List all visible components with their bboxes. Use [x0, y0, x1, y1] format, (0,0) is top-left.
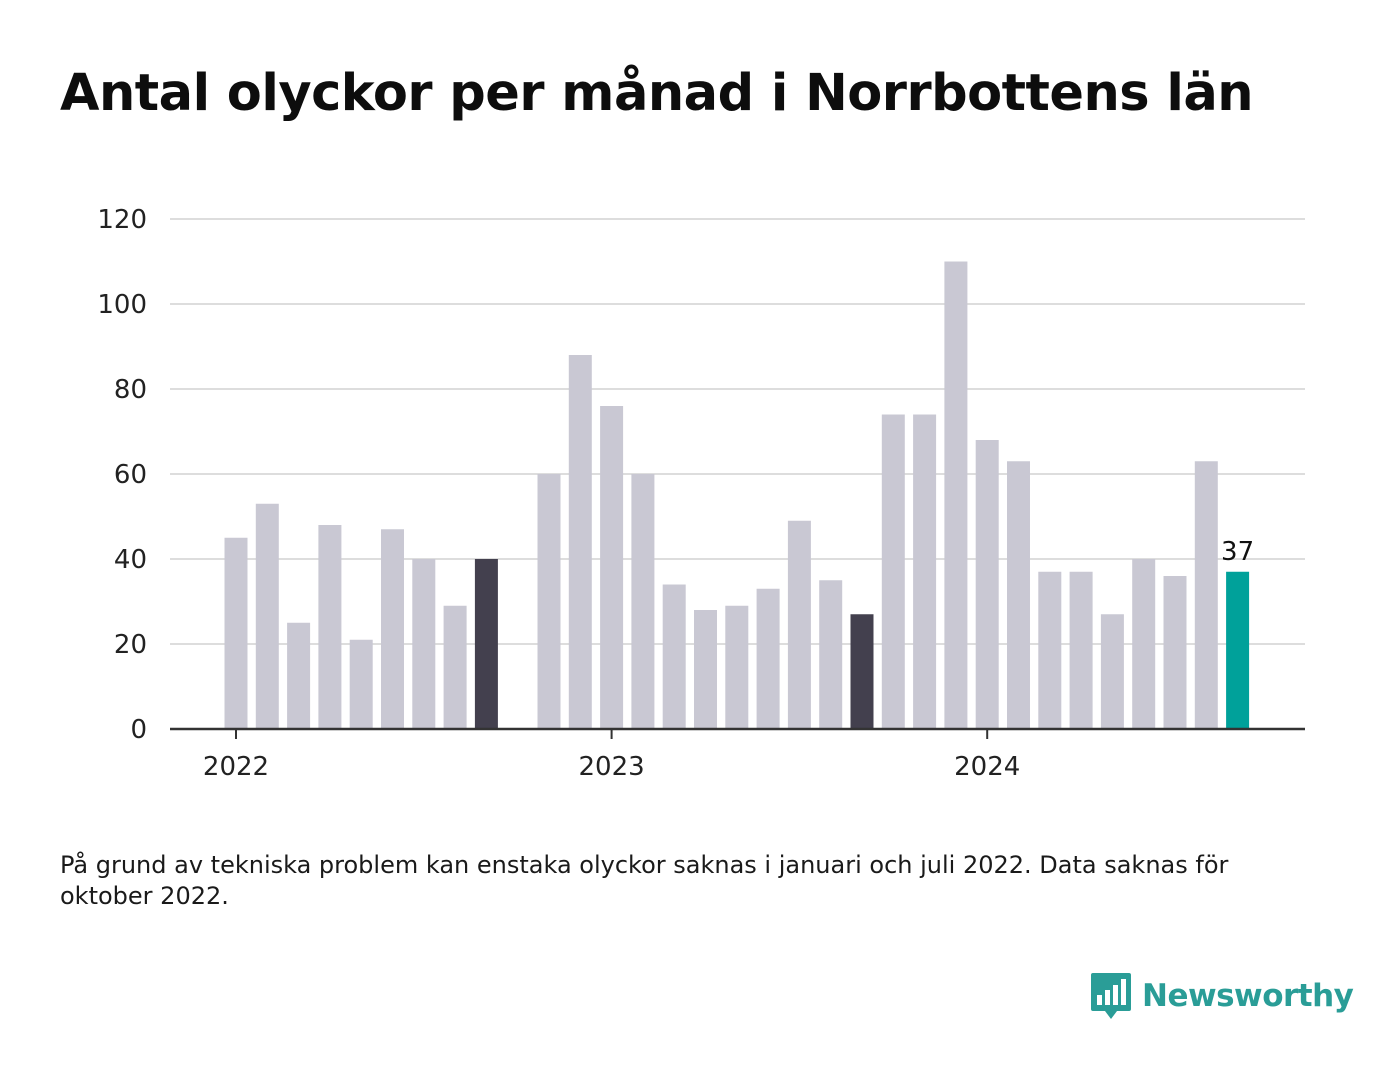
bars [224, 261, 1250, 729]
brand-name: Newsworthy [1142, 978, 1354, 1014]
bar-2023-03 [662, 584, 686, 729]
data-label: 37 [1221, 537, 1254, 567]
y-tick-label: 0 [130, 715, 147, 745]
x-tick-label: 2024 [954, 752, 1020, 782]
bar-2022-09 [474, 559, 498, 729]
bar-2024-06 [1132, 559, 1156, 729]
bar-2024-03 [1038, 571, 1062, 729]
bar-2022-06 [381, 529, 404, 729]
bar-2022-04 [318, 525, 342, 729]
chart-title: Antal olyckor per månad i Norrbottens lä… [60, 64, 1254, 123]
bar-2023-07 [787, 520, 811, 729]
y-tick-label: 20 [114, 630, 147, 660]
y-tick-label: 120 [97, 205, 147, 235]
bar-2023-10 [881, 414, 905, 729]
y-tick-label: 80 [114, 375, 147, 405]
bar-2023-06 [756, 588, 780, 729]
bar-2024-08 [1194, 461, 1218, 729]
bar-2022-05 [349, 639, 373, 729]
bar-2023-02 [631, 474, 655, 729]
bar-2024-07 [1163, 576, 1187, 729]
bar-2023-04 [694, 610, 717, 729]
bar-2022-07 [412, 559, 436, 729]
x-tick-label: 2022 [203, 752, 269, 782]
bar-2022-02 [255, 503, 279, 729]
bar-2023-12 [944, 261, 968, 729]
y-tick-label: 100 [97, 290, 147, 320]
bar-chart: 0 20 40 60 80 100 120 2022 2023 2024 37 [97, 205, 1305, 782]
bar-2024-09 [1226, 571, 1250, 729]
y-tick-label: 60 [114, 460, 147, 490]
brand-logo: Newsworthy [1090, 970, 1354, 1022]
bar-2024-04 [1069, 571, 1093, 729]
bar-2022-08 [443, 605, 467, 729]
bar-2022-11 [537, 474, 561, 729]
bar-chart-speech-bubble-icon [1091, 973, 1131, 1019]
x-axis: 2022 2023 2024 [170, 727, 1305, 782]
bar-2023-01 [600, 406, 624, 729]
bar-2023-09 [850, 614, 874, 729]
x-tick-label: 2023 [579, 752, 645, 782]
y-tick-label: 40 [114, 545, 147, 575]
data-labels: 37 [1221, 537, 1254, 567]
bar-2024-02 [1007, 461, 1030, 729]
bar-2022-03 [287, 622, 311, 729]
bar-2023-11 [913, 414, 937, 729]
bar-2022-12 [568, 355, 592, 729]
footnote: På grund av tekniska problem kan enstaka… [60, 851, 1229, 910]
bar-2023-08 [819, 580, 843, 729]
bar-2023-05 [725, 605, 749, 729]
bar-2024-01 [975, 440, 999, 729]
bar-2024-05 [1100, 614, 1124, 729]
bar-2022-01 [224, 537, 248, 729]
